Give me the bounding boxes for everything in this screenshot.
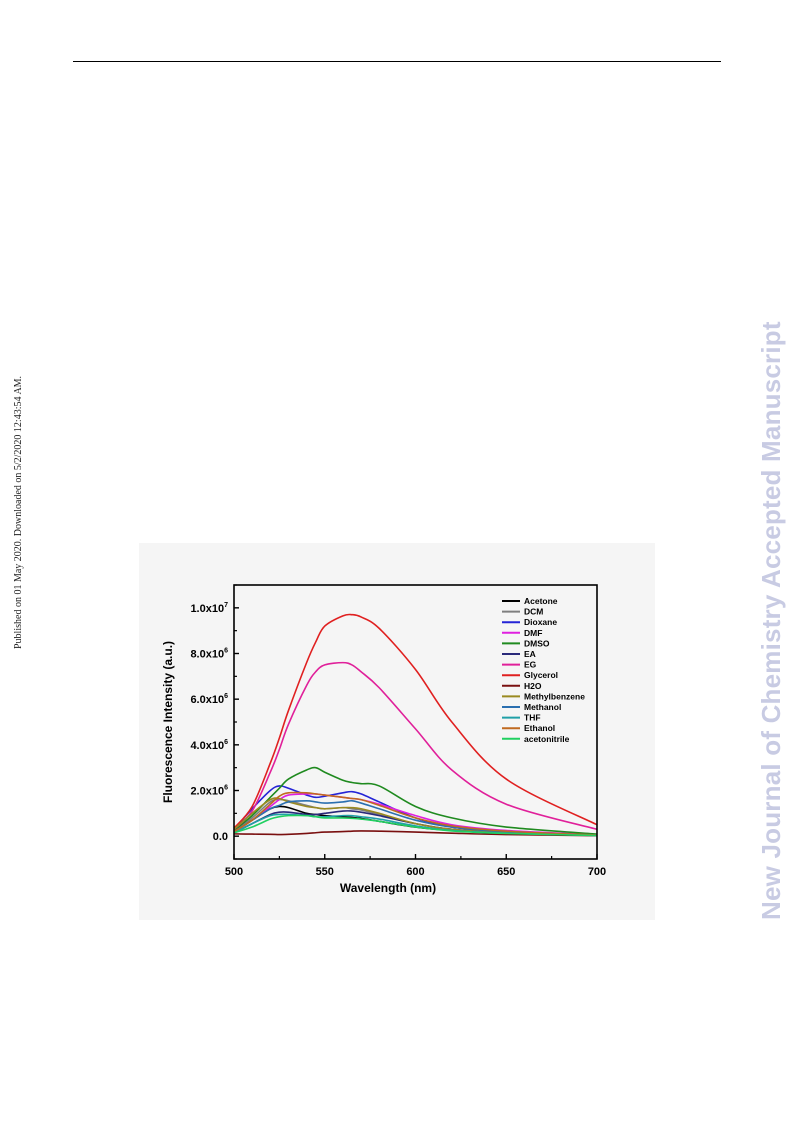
legend-label: H2O [524,681,542,691]
series-line-eg [234,661,597,831]
figure-background [139,543,655,920]
x-tick-label: 650 [497,866,515,878]
y-axis-ticks: 0.0 2.0x106 4.0x106 6.0x106 8.0x106 1.0x107 [190,584,239,860]
legend-label: THF [524,713,541,723]
series-line-dmso [234,766,597,835]
legend-label: Methanol [524,702,561,712]
legend-label: DMF [524,628,542,638]
y-tick-label: 1.0x107 [190,602,228,615]
legend-label: Ethanol [524,723,555,733]
series-line-methanol [234,799,597,836]
header-rule [73,61,721,62]
legend-label: EA [524,649,536,659]
x-axis-ticks: 500 550 600 650 700 [225,854,606,878]
legend: AcetoneDCMDioxaneDMFDMSOEAEGGlycerolH2OM… [502,596,585,744]
legend-label: Glycerol [524,670,558,680]
x-tick-label: 550 [316,866,334,878]
y-tick-label: 2.0x106 [190,785,228,798]
series-line-glycerol [234,613,597,829]
legend-label: acetonitrile [524,734,570,744]
series-line-h2o [234,830,597,837]
series-line-ethanol [234,791,597,836]
legend-label: Dioxane [524,617,557,627]
legend-label: Methylbenzene [524,691,585,701]
y-tick-label: 6.0x106 [190,693,228,706]
x-tick-label: 600 [406,866,424,878]
y-tick-label: 4.0x106 [190,739,228,752]
series-line-acetonitrile [234,814,597,837]
legend-label: EG [524,660,537,670]
x-tick-label: 500 [225,866,243,878]
y-axis-label: Fluorescence Intensity (a.u.) [161,641,175,803]
y-tick-label: 8.0x106 [190,648,228,661]
x-tick-label: 700 [588,866,606,878]
fluorescence-chart: 500 550 600 650 700 0.0 2.0x106 4.0x106 6.0x106… [161,584,606,895]
legend-label: Acetone [524,596,558,606]
series-layer [234,613,597,837]
series-line-methylbenzene [234,797,597,837]
published-side-note: Published on 01 May 2020. Downloaded on … [13,375,24,649]
x-axis-label: Wavelength (nm) [340,881,436,895]
journal-watermark: New Journal of Chemistry Accepted Manusc… [756,321,786,920]
legend-label: DCM [524,607,543,617]
y-tick-label: 0.0 [213,831,228,843]
legend-label: DMSO [524,638,550,648]
